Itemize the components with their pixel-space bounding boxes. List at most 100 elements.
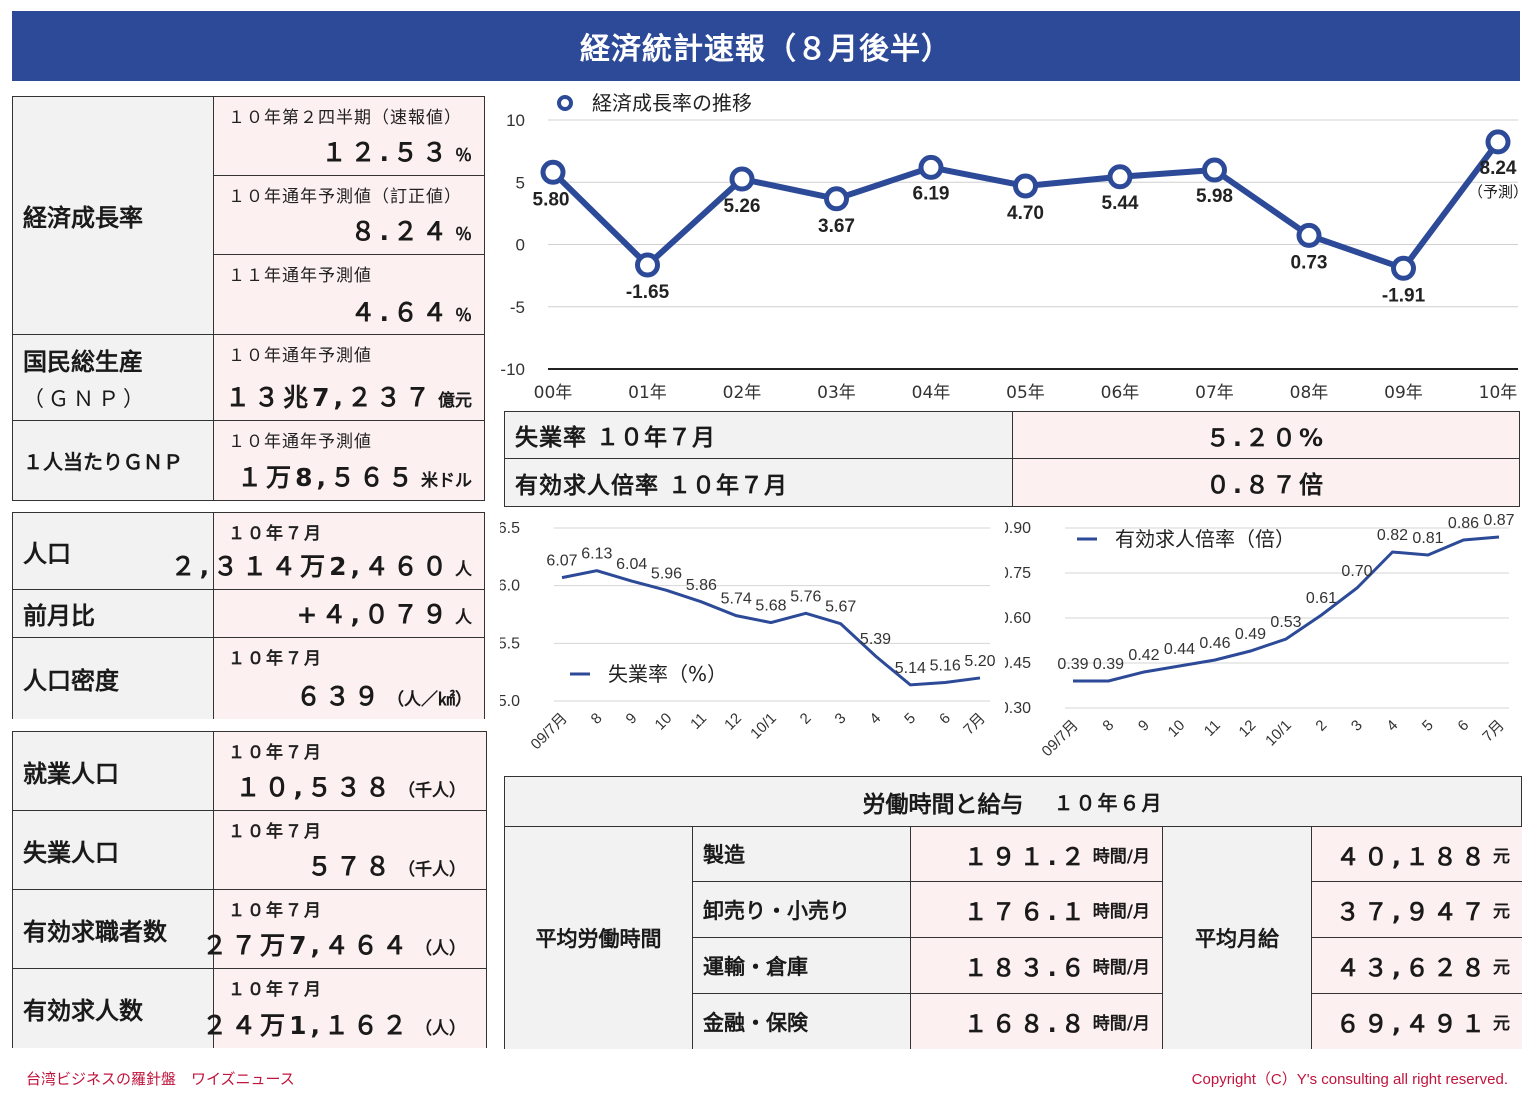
data-point: [918, 154, 944, 180]
x-tick-label: 06年: [1101, 383, 1140, 403]
x-tick-label: 00年: [534, 383, 573, 403]
growth-item-value: １２.５３ ％: [321, 138, 473, 167]
data-label: 5.74: [721, 591, 752, 608]
data-label: 5.67: [825, 599, 856, 616]
data-label: 0.61: [1306, 590, 1337, 607]
y-tick-label: 0: [516, 236, 525, 255]
y-tick-label: 0.90: [1005, 520, 1031, 537]
x-tick-label: 11: [1201, 717, 1224, 740]
x-tick-label: 12: [721, 710, 745, 734]
data-label: 0.82: [1377, 527, 1408, 544]
page-title: 経済統計速報（８月後半）: [12, 11, 1520, 81]
employment-row: 有効求職者数 １０年７月 ２７万7,４６４ （人）: [13, 890, 486, 969]
x-tick-label: 2: [1312, 717, 1330, 735]
job-ratio-value: ０.８７倍: [1013, 459, 1519, 506]
y-tick-label: 6.5: [500, 520, 520, 537]
sector-hours: １６８.８ 時間/月: [911, 994, 1163, 1049]
legend-label: 有効求人倍率（倍）: [1115, 527, 1295, 551]
sector-salary: ４０,１８８ 元: [1312, 827, 1522, 882]
sector-salary: ４３,６２８ 元: [1312, 938, 1522, 994]
data-point: [729, 166, 755, 192]
data-label: 6.04: [616, 556, 647, 573]
y-tick-label: 5: [516, 173, 525, 192]
forecast-note: （予測）: [1468, 183, 1525, 201]
growth-item-value: ８.２４ ％: [350, 217, 473, 246]
data-point: [1202, 157, 1227, 183]
gnp-label: 国民総生産 （ＧＮＰ）: [13, 335, 214, 420]
growth-item-value: ４.６４ ％: [350, 298, 473, 327]
data-label: 8.24: [1480, 158, 1517, 179]
sector-name: 運輸・倉庫: [693, 938, 911, 994]
growth-row: 経済成長率 １０年第２四半期（速報値） １２.５３ ％ １０年通年予測値（訂正値）…: [13, 97, 484, 335]
employment-row: 就業人口 １０年７月 １０,５３８ （千人）: [13, 732, 486, 811]
gnp-value: １３兆7,２３７ 億元: [225, 383, 472, 412]
hours-label: 平均労働時間: [505, 827, 693, 1049]
x-tick-label: 9: [623, 710, 641, 728]
x-tick-label: 03年: [817, 383, 856, 403]
density-value: ６３９ （人／㎢）: [295, 682, 472, 711]
footer-copyright: Copyright（C）Y's consulting all right res…: [1191, 1071, 1508, 1088]
employment-row: 失業人口 １０年７月 ５７８ （千人）: [13, 811, 486, 890]
data-point: [1107, 164, 1133, 190]
legend-label: 失業率（%）: [608, 662, 727, 686]
sector-name: 製造: [693, 827, 911, 882]
data-label: 0.39: [1057, 656, 1088, 673]
labor-table-title: 労働時間と給与 １０年６月: [505, 777, 1521, 827]
x-tick-label: 8: [1099, 717, 1117, 735]
gnp-per-capita-value: １万8,５６５ 米ドル: [237, 463, 472, 492]
data-label: 5.16: [930, 658, 961, 675]
footer-left: 台湾ビジネスの羅針盤 ワイズニュース: [26, 1070, 295, 1088]
sector-salary: ６９,４９１ 元: [1312, 994, 1522, 1049]
salary-label: 平均月給: [1163, 827, 1312, 1049]
gnp-per-capita-row: １人当たりＧＮＰ １０年通年予測値 １万8,５６５ 米ドル: [13, 421, 484, 500]
y-tick-label: 0.30: [1005, 700, 1031, 717]
data-point: [1485, 129, 1511, 155]
series-line: [561, 569, 981, 687]
x-tick-label: 9: [1135, 717, 1153, 735]
x-tick-label: 07年: [1195, 383, 1234, 403]
x-tick-label: 04年: [912, 383, 951, 403]
growth-values: １０年第２四半期（速報値） １２.５３ ％ １０年通年予測値（訂正値） ８.２４ ％…: [214, 97, 484, 334]
data-label: 0.70: [1341, 563, 1372, 580]
data-label: 5.86: [686, 577, 717, 594]
y-tick-label: 0.45: [1005, 655, 1031, 672]
x-tick-label: 01年: [628, 383, 667, 403]
growth-gnp-table: 経済成長率 １０年第２四半期（速報値） １２.５３ ％ １０年通年予測値（訂正値）…: [12, 96, 485, 501]
data-point: [540, 159, 566, 185]
x-tick-label: 08年: [1290, 383, 1329, 403]
sector-hours: １８３.６ 時間/月: [911, 938, 1163, 994]
data-label: 6.07: [546, 553, 577, 570]
mom-value: +４,０７９ 人: [296, 600, 472, 629]
y-tick-label: 10: [506, 111, 525, 130]
gnp-per-capita-cell: １０年通年予測値 １万8,５６５ 米ドル: [214, 421, 484, 500]
data-point: [824, 186, 849, 212]
x-tick-label: 05年: [1006, 383, 1045, 403]
mom-row: 前月比 +４,０７９ 人: [13, 590, 484, 638]
x-tick-label: 3: [832, 710, 850, 728]
employment-row: 有効求人数 １０年７月 ２４万1,１６２ （人）: [13, 969, 486, 1048]
x-tick-label: 6: [936, 710, 954, 728]
y-tick-label: 5.5: [500, 635, 520, 652]
legend-marker: [557, 95, 573, 111]
sector-hours: １７６.１ 時間/月: [911, 882, 1163, 938]
data-point: [1391, 255, 1416, 281]
labor-table: 労働時間と給与 １０年６月 平均労働時間 平均月給 製造 １９１.２ 時間/月 ４０,１…: [504, 776, 1522, 1049]
unemployment-chart: 6.5 6.0 5.5 5.0 09/7月 8 9 10 11 12 10/1 2 3 4 5 6 7月 6.07…: [500, 520, 996, 753]
y-tick-label: 0.75: [1005, 565, 1031, 582]
data-label: 6.13: [581, 546, 612, 563]
growth-label: 経済成長率: [13, 97, 214, 334]
population-row: 人口 １０年７月 ２,３１４万2,４６０ 人: [13, 513, 484, 590]
x-tick-label: 2: [797, 710, 815, 728]
growth-item: １０年第２四半期（速報値） １２.５３ ％: [214, 97, 484, 176]
data-label: 6.19: [913, 183, 950, 204]
unemployment-table: 失業率 １０年７月 ５.２０% 有効求人倍率 １０年７月 ０.８７倍: [504, 411, 1520, 507]
population-label: 人口: [13, 513, 214, 589]
sector-hours: １９１.２ 時間/月: [911, 827, 1163, 882]
data-label: 0.39: [1093, 656, 1124, 673]
gnp-row: 国民総生産 （ＧＮＰ） １０年通年予測値 １３兆7,２３７ 億元: [13, 335, 484, 421]
x-tick-label: 10/1: [1262, 717, 1295, 750]
growth-item-note: １０年第２四半期（速報値）: [228, 108, 462, 128]
x-tick-label: 7月: [960, 710, 989, 739]
data-label: 5.44: [1102, 193, 1139, 214]
